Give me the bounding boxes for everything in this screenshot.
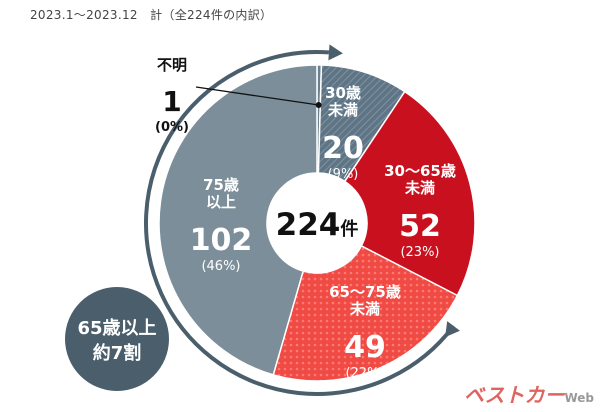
slice-value: 20 — [322, 131, 364, 166]
slice-value: 49 — [344, 330, 386, 365]
slice-label-unknown: 不明 1 (0%) — [155, 56, 189, 135]
slice-value: 102 — [190, 223, 253, 258]
slice-name: 75歳 — [203, 176, 239, 194]
total-label: 224件 — [276, 207, 359, 243]
period-note: 2023.1～2023.12 計（全224件の内訳） — [30, 8, 273, 22]
slice-name: 不明 — [157, 56, 187, 74]
slice-name: 未満 — [404, 179, 435, 197]
callout-bubble — [65, 287, 169, 391]
total-value: 224 — [276, 207, 341, 243]
slice-name: 65〜75歳 — [329, 283, 401, 301]
callout-text: 65歳以上 — [77, 318, 156, 339]
slice-name: 未満 — [327, 101, 358, 119]
slice-pct: (22%) — [345, 366, 384, 381]
slice-pct: (0%) — [155, 120, 189, 135]
arrow-head — [445, 321, 460, 338]
brand-watermark: ベストカーWeb — [464, 379, 594, 408]
slice-name: 30歳 — [325, 84, 361, 102]
range-arrow — [144, 50, 456, 396]
leader-dot — [315, 102, 322, 109]
total-unit: 件 — [340, 218, 358, 240]
slice-pct: (23%) — [400, 245, 439, 260]
leader-line — [195, 86, 319, 106]
callout-text: 約7割 — [93, 342, 142, 364]
slice-value: 52 — [399, 209, 441, 244]
watermark-brand: ベストカー — [464, 383, 565, 407]
slice-name: 未満 — [349, 300, 380, 318]
watermark-suffix: Web — [564, 391, 594, 405]
slice-pct: (46%) — [201, 259, 240, 274]
slice-name: 以上 — [206, 193, 236, 211]
slice-name: 30〜65歳 — [384, 162, 456, 180]
donut-center — [267, 173, 367, 273]
slice-pct: (9%) — [328, 167, 359, 182]
arrow-head — [328, 44, 343, 61]
slice-value: 1 — [162, 85, 181, 118]
